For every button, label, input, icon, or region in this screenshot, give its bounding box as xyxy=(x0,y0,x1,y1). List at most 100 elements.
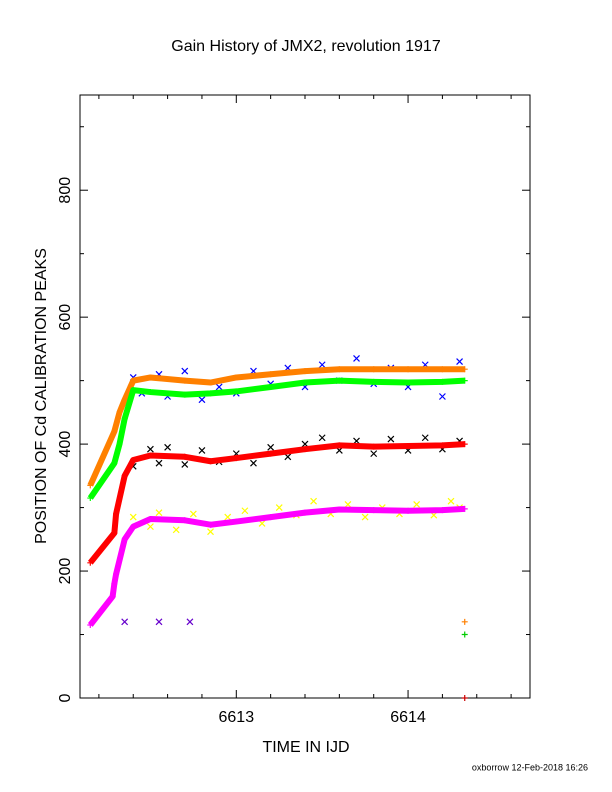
point xyxy=(233,388,240,395)
point xyxy=(267,450,274,457)
point xyxy=(370,450,378,458)
point xyxy=(111,460,118,467)
point xyxy=(461,441,468,448)
point xyxy=(387,435,395,443)
x-axis-label: TIME IN IJD xyxy=(262,739,349,756)
point xyxy=(336,442,343,449)
point xyxy=(147,516,154,523)
point xyxy=(172,526,180,534)
point xyxy=(207,521,214,528)
point xyxy=(147,452,154,459)
point xyxy=(130,456,137,463)
y-tick-label: 400 xyxy=(57,431,74,458)
point xyxy=(461,377,468,384)
point xyxy=(439,442,446,449)
point xyxy=(461,695,468,701)
point xyxy=(267,443,275,451)
footer: oxborrow 12-Feb-2018 16:26 xyxy=(472,762,588,772)
point xyxy=(233,374,240,381)
point xyxy=(275,504,283,512)
point xyxy=(129,513,137,521)
point xyxy=(302,446,308,453)
point xyxy=(370,507,377,514)
point xyxy=(267,371,274,378)
point xyxy=(146,445,154,453)
point xyxy=(207,379,214,386)
point xyxy=(302,368,308,375)
point xyxy=(155,618,163,626)
point xyxy=(405,507,412,514)
point xyxy=(405,379,412,386)
point xyxy=(250,459,257,467)
point xyxy=(461,366,468,373)
point xyxy=(111,529,118,536)
point xyxy=(207,528,214,536)
point xyxy=(130,387,137,394)
chart-title: Gain History of JMX2, revolution 1917 xyxy=(171,38,441,55)
point xyxy=(207,458,214,465)
point xyxy=(113,571,120,578)
point xyxy=(121,472,128,479)
point xyxy=(310,497,318,505)
point xyxy=(207,390,214,397)
point xyxy=(370,443,377,450)
point xyxy=(109,593,116,600)
point xyxy=(181,391,188,398)
series-line xyxy=(87,441,465,565)
point xyxy=(189,510,197,518)
point xyxy=(181,460,189,468)
point xyxy=(447,497,455,505)
point xyxy=(87,482,94,489)
series-line xyxy=(87,505,465,627)
point xyxy=(318,361,326,369)
point xyxy=(413,500,421,508)
point xyxy=(405,443,412,450)
point xyxy=(181,453,188,460)
point xyxy=(111,580,118,587)
point xyxy=(146,523,154,531)
point xyxy=(361,513,369,521)
point xyxy=(461,618,468,625)
point xyxy=(116,441,123,448)
point xyxy=(111,428,118,435)
point xyxy=(198,447,206,454)
x-tick-label: 6614 xyxy=(390,709,426,726)
point xyxy=(130,377,137,384)
y-tick-label: 600 xyxy=(57,304,74,331)
y-axis-label: POSITION OF Cd CALIBRATION PEAKS xyxy=(33,248,50,544)
point xyxy=(461,505,468,512)
point xyxy=(87,559,94,566)
plot-frame xyxy=(79,94,531,699)
point xyxy=(121,415,128,422)
point xyxy=(121,618,129,626)
point xyxy=(155,509,163,517)
point xyxy=(336,366,343,373)
point xyxy=(344,500,352,508)
point xyxy=(113,510,120,517)
point xyxy=(370,378,377,385)
point xyxy=(224,513,232,521)
point xyxy=(302,379,308,386)
series-line xyxy=(87,377,465,500)
point xyxy=(438,393,446,400)
point xyxy=(241,507,249,515)
point xyxy=(318,434,326,442)
point xyxy=(353,437,360,445)
point xyxy=(439,507,446,514)
y-tick-label: 200 xyxy=(57,558,74,585)
point xyxy=(267,383,274,390)
point xyxy=(164,443,172,451)
point xyxy=(439,366,446,373)
y-tick-label: 0 xyxy=(57,693,74,702)
point xyxy=(186,618,194,626)
point xyxy=(267,514,274,521)
point xyxy=(121,396,128,403)
point xyxy=(439,378,446,385)
point xyxy=(353,354,360,362)
point xyxy=(198,396,206,404)
point xyxy=(405,366,412,373)
point xyxy=(155,459,163,467)
point xyxy=(181,517,188,524)
